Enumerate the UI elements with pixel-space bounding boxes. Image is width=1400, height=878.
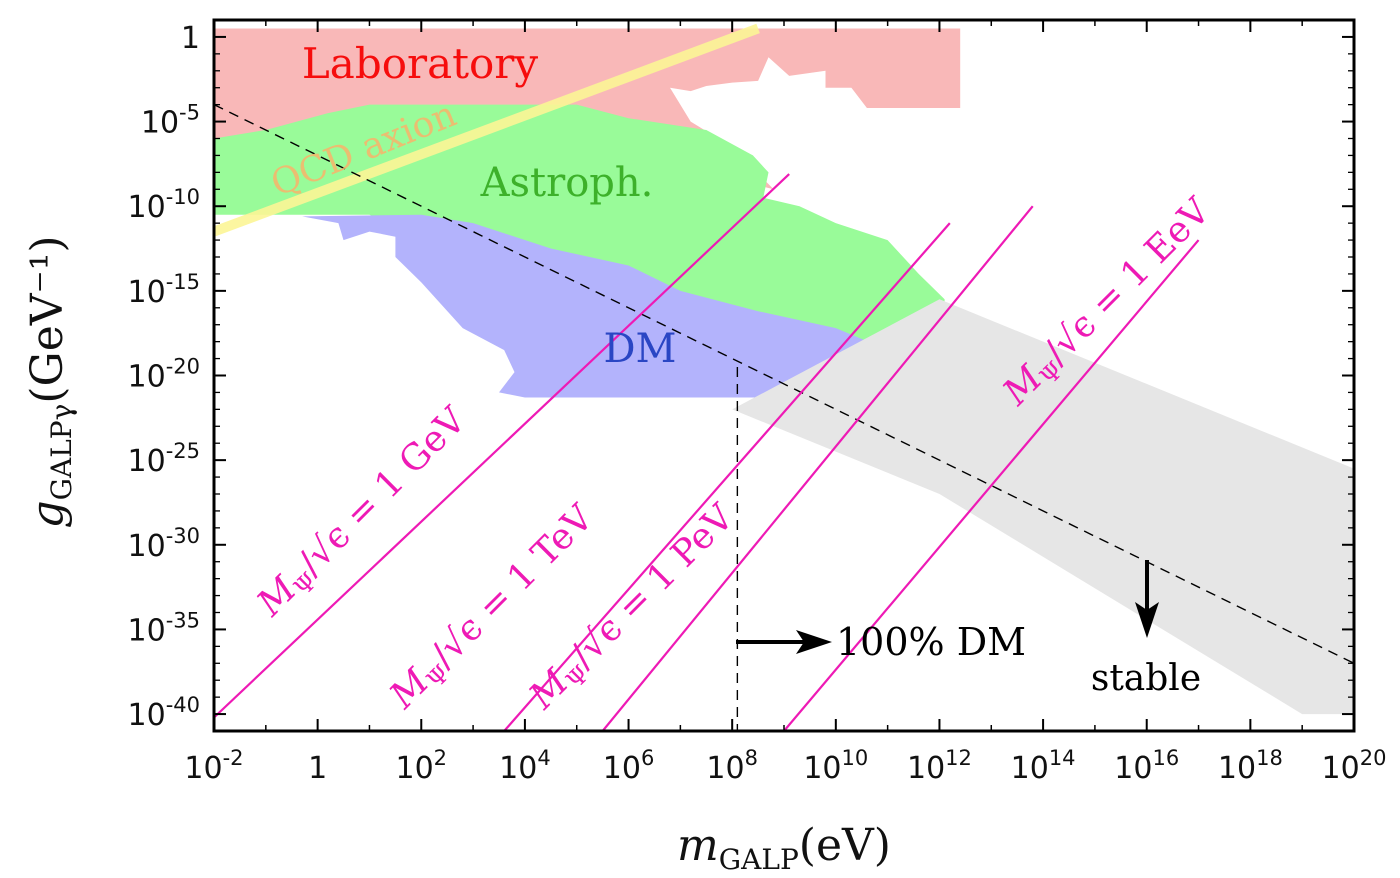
label-dm: DM <box>603 326 676 372</box>
x-tick-label: 108 <box>706 746 758 786</box>
series-m-psi-sqrt-eps-1-eev <box>783 239 1200 731</box>
x-tick-label: 104 <box>499 746 551 786</box>
series-m-psi-sqrt-eps-1-gev <box>214 173 790 719</box>
x-tick-label: 106 <box>603 746 655 786</box>
region-dm <box>302 214 930 398</box>
x-axis-title: mGALP(eV) <box>677 820 891 876</box>
series-qcd-axion <box>214 23 760 237</box>
x-tick-label: 1016 <box>1114 746 1179 786</box>
y-tick-label: 10-25 <box>128 439 201 479</box>
y-tick-label: 10-10 <box>128 185 201 225</box>
series-m-psi-sqrt-eps-1-tev <box>503 222 951 731</box>
label-1gev: MΨ/√ϵ = 1 GeV <box>249 399 479 629</box>
label-stable: stable <box>1091 658 1201 699</box>
label-100-dm: 100% DM <box>836 620 1026 664</box>
y-tick-label: 10-30 <box>128 524 201 564</box>
y-tick-label: 1 <box>181 21 200 56</box>
label-astroph: Astroph. <box>480 160 654 206</box>
arrow-100dm-head <box>796 630 832 654</box>
x-tick-label: 10-2 <box>184 746 243 786</box>
y-axis-title: gGALPγ(GeV⁻¹) <box>22 235 78 528</box>
x-tick-label: 1020 <box>1322 746 1387 786</box>
arrow-stable-head <box>1135 602 1159 638</box>
x-tick-label: 1 <box>308 751 327 786</box>
series-m-psi-sqrt-eps-1-pev <box>601 205 1034 731</box>
y-tick-label: 10-20 <box>128 355 201 395</box>
x-tick-label: 1010 <box>803 746 868 786</box>
x-tick-label: 102 <box>395 746 447 786</box>
y-tick-label: 10-5 <box>141 101 200 141</box>
y-tick-label: 10-15 <box>128 270 201 310</box>
series-dm-relation-dashed <box>214 104 1354 664</box>
label-laboratory: Laboratory <box>302 39 538 88</box>
y-tick-label: 10-40 <box>128 693 201 733</box>
x-tick-label: 1018 <box>1218 746 1283 786</box>
x-tick-label: 1012 <box>907 746 972 786</box>
region-stable-band <box>732 299 1354 715</box>
x-tick-label: 1014 <box>1011 746 1076 786</box>
y-tick-label: 10-35 <box>128 608 201 648</box>
